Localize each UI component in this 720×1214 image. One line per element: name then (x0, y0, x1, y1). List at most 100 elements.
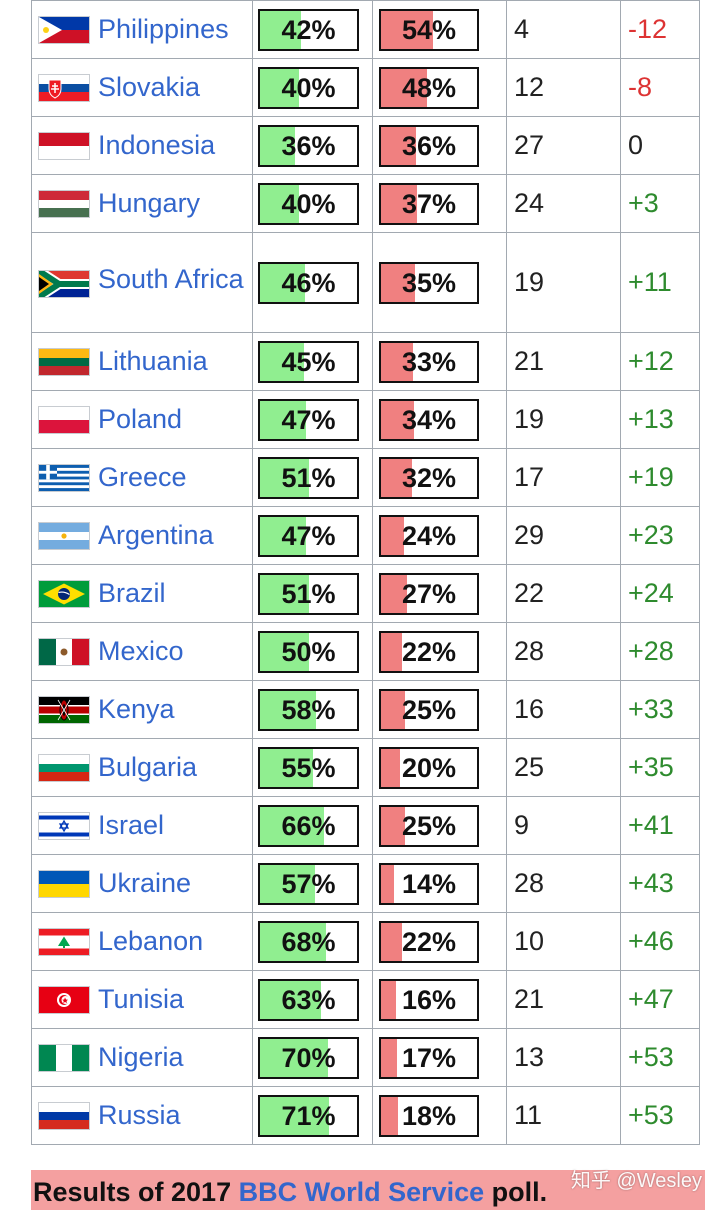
country-name-link[interactable]: Argentina (98, 520, 214, 550)
neutral-cell: 16 (506, 680, 621, 739)
country-cell: Poland (31, 390, 253, 449)
neutral-cell: 12 (506, 58, 621, 117)
country-name-link[interactable]: Ukraine (98, 868, 192, 898)
philippines-flag-icon (39, 16, 89, 43)
difference-value: -12 (628, 14, 668, 44)
neutral-value: 22 (514, 578, 545, 608)
table-row: Lithuania 45% 33% 21 +12 (31, 332, 700, 391)
positive-bar-fill (260, 400, 306, 439)
positive-percent: 47% (281, 520, 336, 551)
positive-bar: 71% (258, 1094, 359, 1137)
positive-percent: 40% (281, 72, 336, 103)
country-cell: Philippines (31, 0, 253, 59)
positive-percent: 50% (281, 636, 336, 667)
poll-results-table: Philippines 42% 54% 4 -12 Slovakia 40% 48% 12 -8 I… (31, 0, 700, 1145)
country-name-link[interactable]: Lebanon (98, 926, 204, 956)
country-name-link[interactable]: Tunisia (98, 984, 185, 1014)
country-name-link[interactable]: Slovakia (98, 72, 201, 102)
positive-percent: 63% (281, 984, 336, 1015)
neutral-cell: 24 (506, 174, 621, 233)
country-name-link[interactable]: Philippines (98, 14, 229, 44)
country-cell: Lebanon (31, 912, 253, 971)
positive-percent: 68% (281, 926, 336, 957)
neutral-value: 24 (514, 188, 545, 218)
difference-cell: +35 (620, 738, 700, 797)
positive-percent: 51% (281, 578, 336, 609)
neutral-value: 10 (514, 926, 545, 956)
country-name-link[interactable]: Bulgaria (98, 752, 198, 782)
negative-cell: 22% (372, 622, 507, 681)
country-cell: Russia (31, 1086, 253, 1145)
difference-cell: +43 (620, 854, 700, 913)
negative-bar-fill (381, 922, 403, 961)
ukraine-flag-icon (39, 870, 89, 897)
brazil-flag-icon (39, 580, 89, 607)
table-body: Philippines 42% 54% 4 -12 Slovakia 40% 48% 12 -8 I… (31, 0, 700, 1145)
country-name-link[interactable]: Brazil (98, 578, 166, 608)
positive-cell: 45% (252, 332, 373, 391)
country-name-link[interactable]: Lithuania (98, 346, 208, 376)
table-row: Russia 71% 18% 11 +53 (31, 1086, 700, 1145)
negative-percent: 17% (401, 1042, 457, 1073)
country-cell: Israel (31, 796, 253, 855)
neutral-cell: 11 (506, 1086, 621, 1145)
country-name-link[interactable]: Russia (98, 1100, 181, 1130)
neutral-cell: 13 (506, 1028, 621, 1087)
country-name-link[interactable]: Hungary (98, 188, 201, 218)
difference-cell: +23 (620, 506, 700, 565)
negative-bar-fill (381, 184, 417, 223)
country-name-link[interactable]: Indonesia (98, 130, 216, 160)
country-cell: Bulgaria (31, 738, 253, 797)
positive-bar-fill (260, 748, 314, 787)
positive-bar-fill (260, 516, 306, 555)
positive-percent: 46% (281, 267, 336, 298)
negative-bar: 37% (379, 182, 479, 225)
negative-percent: 20% (401, 752, 457, 783)
country-cell: Indonesia (31, 116, 253, 175)
country-name-link[interactable]: Mexico (98, 636, 184, 666)
neutral-cell: 10 (506, 912, 621, 971)
negative-bar: 22% (379, 630, 479, 673)
country-name-link[interactable]: Poland (98, 404, 183, 434)
neutral-value: 16 (514, 694, 545, 724)
country-name-link[interactable]: Nigeria (98, 1042, 184, 1072)
positive-percent: 57% (281, 868, 336, 899)
neutral-value: 21 (514, 984, 545, 1014)
neutral-cell: 21 (506, 332, 621, 391)
difference-value: +46 (628, 926, 674, 956)
difference-value: +24 (628, 578, 674, 608)
positive-cell: 63% (252, 970, 373, 1029)
positive-percent: 66% (281, 810, 336, 841)
negative-bar-fill (381, 632, 403, 671)
neutral-cell: 25 (506, 738, 621, 797)
positive-percent: 45% (281, 346, 336, 377)
negative-percent: 25% (401, 810, 457, 841)
negative-bar: 34% (379, 398, 479, 441)
country-name-link[interactable]: Israel (98, 810, 165, 840)
country-cell: Lithuania (31, 332, 253, 391)
difference-cell: 0 (620, 116, 700, 175)
indonesia-flag-icon (39, 132, 89, 159)
neutral-value: 21 (514, 346, 545, 376)
positive-bar-fill (260, 980, 322, 1019)
country-name-link[interactable]: South Africa (98, 264, 244, 294)
country-name-link[interactable]: Greece (98, 462, 187, 492)
table-row: Kenya 58% 25% 16 +33 (31, 680, 700, 739)
table-row: Lebanon 68% 22% 10 +46 (31, 912, 700, 971)
neutral-cell: 17 (506, 448, 621, 507)
difference-cell: +12 (620, 332, 700, 391)
negative-bar: 33% (379, 340, 479, 383)
difference-cell: +28 (620, 622, 700, 681)
negative-bar-fill (381, 516, 405, 555)
positive-bar-fill (260, 263, 305, 302)
positive-cell: 58% (252, 680, 373, 739)
negative-percent: 33% (401, 346, 457, 377)
negative-bar: 18% (379, 1094, 479, 1137)
positive-bar: 45% (258, 340, 359, 383)
positive-bar-fill (260, 690, 317, 729)
country-name-link[interactable]: Kenya (98, 694, 175, 724)
bbc-world-service-link[interactable]: BBC World Service (238, 1177, 485, 1207)
positive-cell: 71% (252, 1086, 373, 1145)
negative-bar-fill (381, 400, 414, 439)
negative-cell: 18% (372, 1086, 507, 1145)
